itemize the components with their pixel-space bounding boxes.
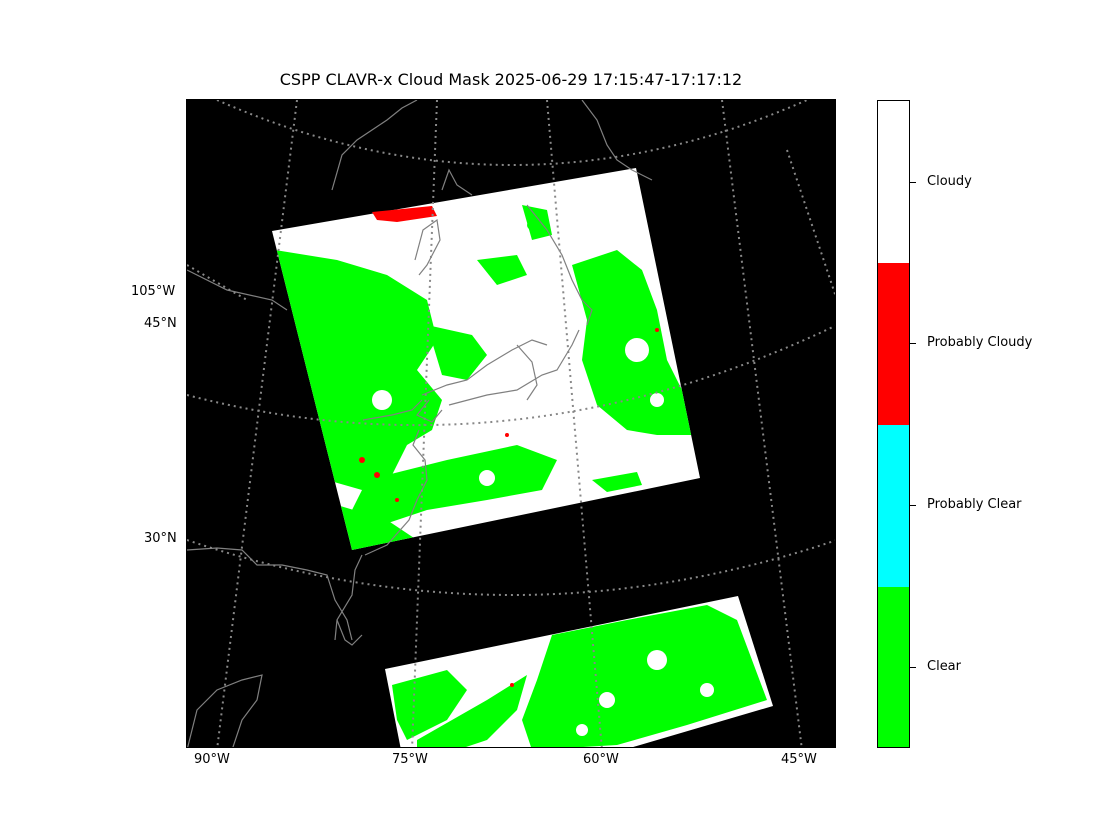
lon-label-105w: 105°W — [131, 284, 176, 299]
lat-label-30n: 30°N — [144, 531, 177, 546]
colorbar-tick — [910, 182, 916, 183]
map-panel — [186, 99, 836, 748]
colorbar-label-probably-clear: Probably Clear — [927, 497, 1022, 512]
lon-label-45w: 45°W — [781, 752, 817, 767]
southern-swath — [385, 596, 773, 747]
lon-label-75w: 75°W — [392, 752, 428, 767]
colorbar-tick — [910, 505, 916, 506]
graticule — [187, 100, 835, 747]
map-title: CSPP CLAVR-x Cloud Mask 2025-06-29 17:15… — [279, 70, 743, 89]
colorbar-label-probably-cloudy: Probably Cloudy — [927, 335, 1033, 350]
lon-label-60w: 60°W — [583, 752, 619, 767]
southern-swath-probably-cloudy-point — [510, 683, 514, 687]
northern-swath-probably-cloudy-regions — [359, 206, 659, 502]
map-canvas — [187, 100, 835, 747]
lon-label-90w: 90°W — [194, 752, 230, 767]
coastlines — [187, 100, 653, 747]
colorbar-segment-probably-cloudy — [878, 263, 909, 425]
colorbar-segment-probably-clear — [878, 425, 909, 587]
colorbar-label-clear: Clear — [927, 659, 961, 674]
colorbar-label-cloudy: Cloudy — [927, 174, 972, 189]
colorbar-segment-clear — [878, 587, 909, 747]
northern-swath — [272, 168, 700, 550]
northern-swath-clear-regions — [275, 205, 692, 550]
colorbar — [877, 100, 910, 748]
southern-swath-clear-regions — [392, 605, 767, 747]
colorbar-tick — [910, 343, 916, 344]
colorbar-segment-cloudy — [878, 101, 909, 263]
colorbar-tick — [910, 667, 916, 668]
lat-label-45n: 45°N — [144, 316, 177, 331]
